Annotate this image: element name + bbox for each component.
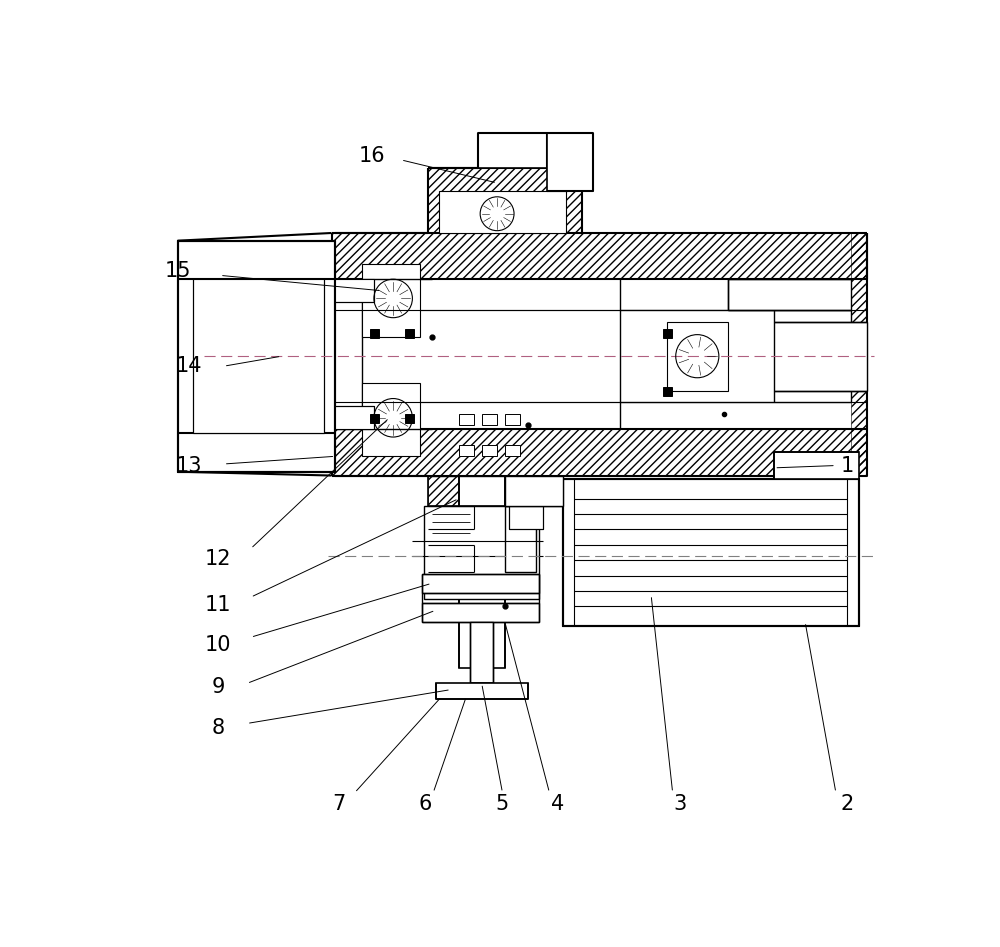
Bar — [505, 475, 563, 507]
Bar — [362, 279, 851, 429]
Bar — [728, 279, 851, 310]
Text: 12: 12 — [205, 548, 232, 569]
Bar — [459, 445, 474, 456]
Bar — [666, 322, 728, 391]
Bar — [505, 507, 536, 572]
Text: 4: 4 — [551, 795, 564, 814]
Bar — [335, 406, 374, 429]
Bar — [470, 622, 493, 684]
Text: 2: 2 — [841, 795, 854, 814]
Bar — [478, 133, 547, 168]
Bar — [424, 507, 539, 599]
Bar — [620, 310, 851, 402]
Bar — [509, 491, 543, 529]
Bar — [370, 330, 379, 338]
Bar — [193, 279, 324, 433]
Bar — [178, 241, 335, 472]
Bar — [439, 190, 566, 233]
Text: 7: 7 — [333, 795, 346, 814]
Bar — [422, 602, 539, 622]
Bar — [505, 445, 520, 456]
Bar — [422, 574, 539, 594]
Text: 3: 3 — [674, 795, 687, 814]
Bar — [459, 414, 474, 425]
Bar — [563, 479, 859, 626]
Bar — [482, 445, 497, 456]
Text: 10: 10 — [205, 634, 232, 655]
Bar — [774, 322, 867, 391]
Bar — [405, 330, 414, 338]
Bar — [482, 414, 497, 425]
Bar — [505, 414, 520, 425]
Text: 15: 15 — [164, 261, 191, 281]
Bar — [547, 133, 593, 190]
Bar — [335, 279, 374, 302]
Bar — [663, 387, 672, 396]
Text: 1: 1 — [841, 456, 854, 475]
Text: 13: 13 — [176, 456, 202, 476]
Text: 14: 14 — [176, 356, 202, 376]
Bar — [774, 453, 859, 479]
Text: 8: 8 — [212, 718, 225, 738]
Bar — [370, 414, 379, 423]
Bar — [663, 330, 672, 338]
Text: 6: 6 — [419, 795, 432, 814]
Bar — [362, 384, 420, 456]
Bar — [362, 264, 420, 337]
Bar — [459, 475, 505, 668]
Text: 16: 16 — [359, 146, 386, 166]
Bar — [436, 684, 528, 699]
Text: 9: 9 — [212, 677, 225, 697]
Text: 11: 11 — [205, 595, 232, 615]
Text: 5: 5 — [496, 795, 509, 814]
Bar — [405, 414, 414, 423]
